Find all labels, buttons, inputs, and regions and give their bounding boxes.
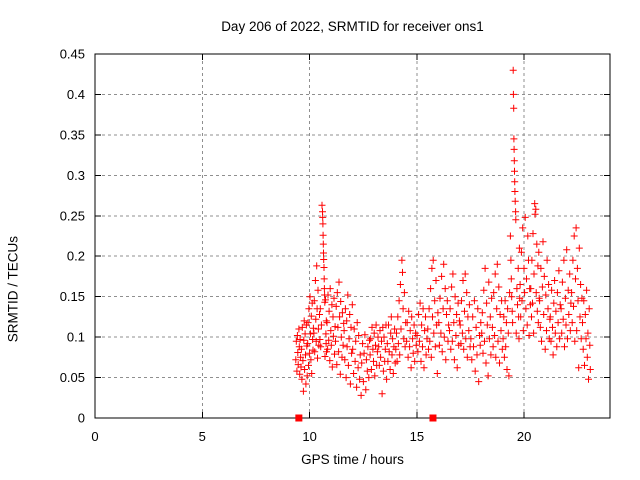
y-tick-label: 0.35: [60, 127, 85, 142]
y-tick-label: 0.15: [60, 289, 85, 304]
tick-marks: [94, 53, 610, 419]
scatter-points: [292, 66, 594, 399]
y-tick-label: 0.4: [67, 87, 85, 102]
x-tick-label: 0: [91, 429, 98, 444]
y-tick-label: 0.1: [67, 330, 85, 345]
y-tick-label: 0.25: [60, 208, 85, 223]
y-tick-label: 0.2: [67, 249, 85, 264]
baseline-square-marker: [295, 414, 303, 422]
x-tick-label: 20: [517, 429, 531, 444]
y-tick-label: 0: [78, 411, 85, 426]
x-tick-label: 10: [302, 429, 316, 444]
y-tick-label: 0.45: [60, 47, 85, 62]
x-tick-label: 15: [410, 429, 424, 444]
chart-title: Day 206 of 2022, SRMTID for receiver ons…: [221, 19, 484, 34]
y-tick-label: 0.05: [60, 370, 85, 385]
x-axis-title: GPS time / hours: [301, 452, 404, 467]
grid-lines: [96, 55, 609, 417]
plot-border: [94, 53, 611, 419]
x-tick-label: 5: [199, 429, 206, 444]
y-tick-label: 0.3: [67, 168, 85, 183]
baseline-square-marker: [429, 414, 437, 422]
